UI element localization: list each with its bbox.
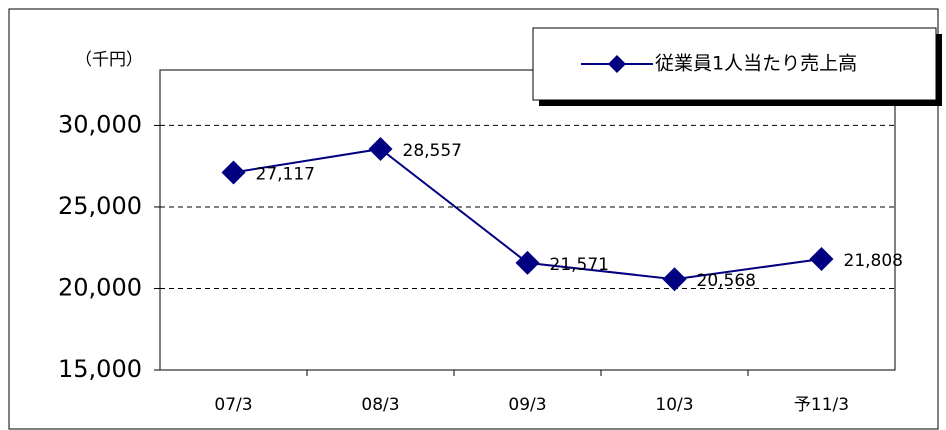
y-tick-label: 25,000 <box>58 192 142 220</box>
x-tick-label: 予11/3 <box>794 395 849 415</box>
y-axis-label: （千円） <box>75 50 143 70</box>
legend-label: 従業員1人当たり売上高 <box>655 53 857 75</box>
data-label: 21,571 <box>550 255 609 275</box>
x-tick-label: 09/3 <box>508 395 546 415</box>
y-tick-label: 15,000 <box>58 355 142 383</box>
marker <box>662 267 687 292</box>
legend-marker <box>608 55 626 73</box>
marker <box>221 160 246 185</box>
x-tick-label: 07/3 <box>214 395 252 415</box>
data-label: 20,568 <box>697 271 756 291</box>
plot-area <box>159 69 896 371</box>
data-label: 21,808 <box>844 251 903 271</box>
x-tick-label: 10/3 <box>655 395 693 415</box>
y-tick-label: 30,000 <box>58 110 142 138</box>
y-tick-label: 20,000 <box>58 273 142 301</box>
data-label: 28,557 <box>403 141 462 161</box>
x-tick-label: 08/3 <box>361 395 399 415</box>
marker <box>809 247 834 271</box>
marker <box>368 136 393 161</box>
data-label: 27,117 <box>256 164 315 184</box>
marker <box>515 250 540 275</box>
